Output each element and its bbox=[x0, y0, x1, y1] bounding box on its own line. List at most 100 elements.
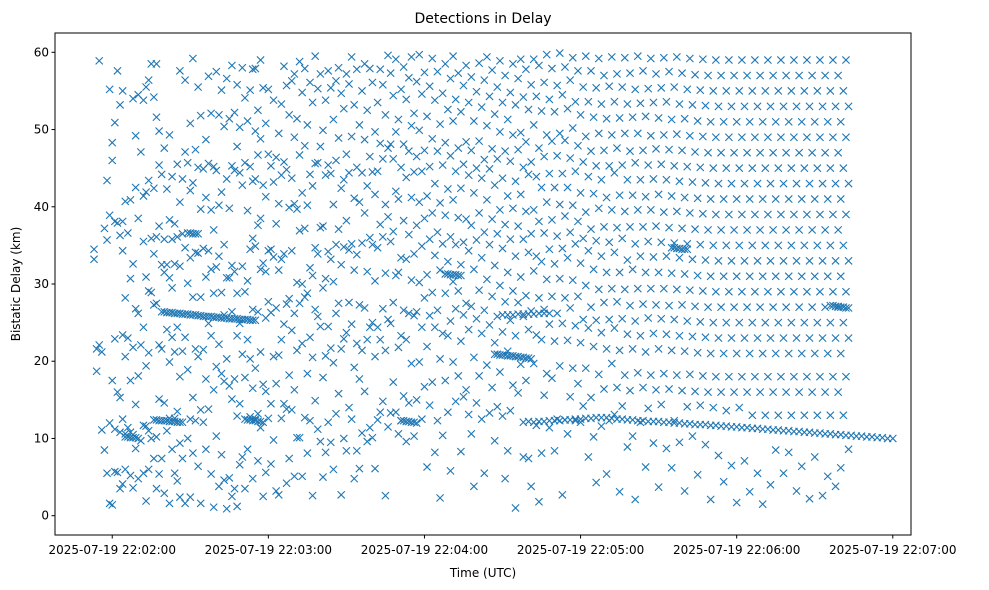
data-point bbox=[722, 241, 731, 250]
data-point bbox=[188, 393, 197, 402]
data-point bbox=[209, 162, 218, 171]
data-point bbox=[108, 500, 117, 509]
data-point bbox=[678, 300, 687, 309]
data-point bbox=[423, 270, 432, 279]
data-point bbox=[191, 229, 200, 238]
data-point bbox=[813, 86, 822, 95]
data-point bbox=[745, 349, 754, 358]
data-point bbox=[412, 77, 421, 86]
data-point bbox=[810, 195, 819, 204]
data-point bbox=[787, 86, 796, 95]
data-point bbox=[274, 129, 283, 138]
data-point bbox=[475, 208, 484, 217]
data-point bbox=[766, 102, 775, 111]
data-point bbox=[378, 232, 387, 241]
data-point bbox=[272, 219, 281, 228]
data-point bbox=[462, 215, 471, 224]
data-point bbox=[727, 461, 736, 470]
data-point bbox=[365, 233, 374, 242]
data-point bbox=[613, 383, 621, 392]
data-point bbox=[222, 174, 231, 183]
data-point bbox=[308, 271, 317, 280]
data-point bbox=[821, 71, 830, 80]
data-point bbox=[139, 323, 148, 332]
data-point bbox=[446, 466, 455, 475]
data-point bbox=[761, 164, 770, 173]
data-point bbox=[795, 148, 804, 157]
data-point bbox=[373, 98, 382, 107]
data-point bbox=[186, 415, 195, 424]
data-point bbox=[620, 53, 629, 62]
data-point bbox=[691, 302, 700, 311]
data-point bbox=[350, 266, 359, 275]
data-point bbox=[815, 210, 824, 219]
data-point bbox=[547, 374, 556, 383]
data-point bbox=[750, 56, 759, 65]
data-point bbox=[92, 367, 101, 376]
data-point bbox=[761, 318, 770, 327]
data-point bbox=[269, 252, 278, 261]
data-point bbox=[774, 86, 783, 95]
data-point bbox=[217, 450, 226, 459]
data-point bbox=[449, 358, 458, 366]
data-point bbox=[170, 469, 179, 478]
data-point bbox=[454, 213, 463, 222]
data-point bbox=[597, 175, 606, 184]
data-point bbox=[805, 494, 814, 503]
data-point bbox=[407, 52, 416, 61]
data-point bbox=[142, 422, 151, 431]
data-point bbox=[329, 358, 338, 367]
data-point bbox=[605, 315, 614, 324]
data-point bbox=[844, 334, 853, 343]
data-point bbox=[792, 179, 801, 188]
data-point bbox=[654, 190, 663, 199]
data-point bbox=[269, 352, 278, 361]
data-point bbox=[472, 235, 481, 244]
data-point bbox=[168, 283, 177, 292]
data-point bbox=[155, 161, 164, 170]
data-point bbox=[225, 273, 234, 282]
data-point bbox=[144, 426, 153, 435]
data-point bbox=[178, 454, 187, 463]
data-point bbox=[540, 391, 549, 400]
data-point bbox=[222, 74, 231, 83]
data-point bbox=[378, 80, 387, 89]
data-point bbox=[105, 85, 114, 94]
data-point bbox=[423, 191, 432, 200]
data-point bbox=[233, 502, 242, 511]
data-point bbox=[636, 418, 645, 427]
data-point bbox=[368, 240, 377, 249]
data-point bbox=[131, 444, 140, 453]
data-point bbox=[238, 453, 247, 461]
data-point bbox=[136, 341, 145, 350]
data-point bbox=[157, 170, 166, 179]
data-point bbox=[626, 69, 634, 78]
data-point bbox=[779, 256, 788, 265]
data-point bbox=[706, 349, 715, 358]
data-point bbox=[350, 194, 359, 203]
data-point bbox=[709, 318, 718, 327]
data-point bbox=[560, 62, 569, 71]
data-point bbox=[542, 198, 551, 207]
data-point bbox=[495, 127, 504, 136]
data-point bbox=[287, 405, 296, 414]
data-point bbox=[212, 362, 221, 371]
data-point bbox=[719, 272, 728, 281]
data-point bbox=[464, 246, 473, 255]
data-point bbox=[441, 211, 450, 220]
data-point bbox=[724, 210, 733, 219]
data-point bbox=[722, 164, 731, 173]
data-point bbox=[220, 476, 229, 485]
data-point bbox=[828, 56, 837, 65]
data-point bbox=[358, 239, 367, 248]
data-point bbox=[480, 306, 489, 315]
data-point bbox=[110, 334, 119, 343]
data-point bbox=[529, 266, 538, 275]
data-point bbox=[657, 400, 666, 409]
data-point bbox=[350, 363, 359, 372]
data-point bbox=[332, 309, 340, 318]
data-point bbox=[828, 133, 837, 142]
data-point bbox=[272, 303, 281, 312]
data-point bbox=[469, 482, 478, 491]
data-point bbox=[711, 372, 720, 381]
